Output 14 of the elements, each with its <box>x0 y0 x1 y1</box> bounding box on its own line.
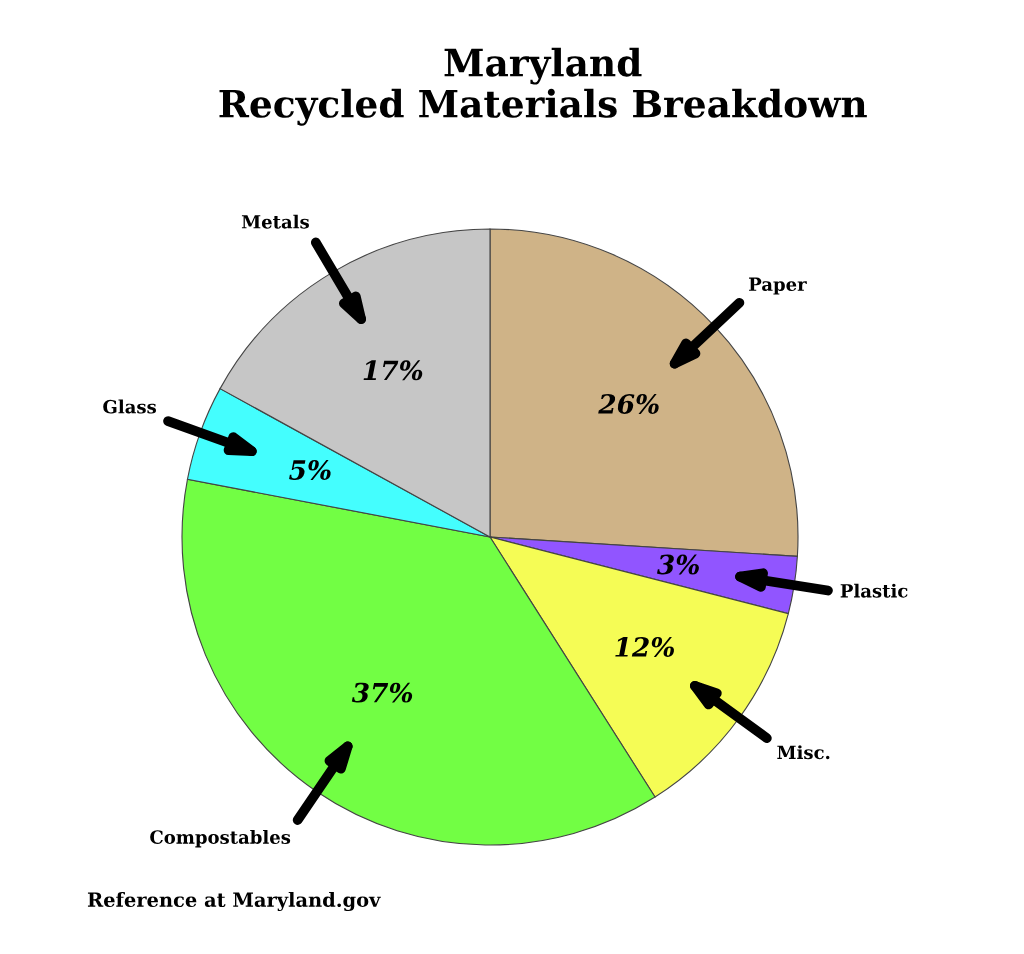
chart-title: Maryland Recycled Materials Breakdown <box>219 47 867 126</box>
text: Reference at Maryland.gov <box>87 891 381 912</box>
data-label: 3% <box>656 554 699 575</box>
data-label: 37% <box>351 682 413 703</box>
slice-label: Plastic <box>840 583 908 598</box>
slice-label: Metals <box>241 214 309 229</box>
slice-label: Paper <box>749 277 807 295</box>
slice-label: Misc. <box>777 745 830 760</box>
data-label: 26% <box>598 393 659 414</box>
data-label: 17% <box>363 360 423 381</box>
slice-label: Glass <box>103 399 156 414</box>
data-label: 5% <box>289 460 331 480</box>
slice-label: Compostables <box>150 829 291 848</box>
data-label: 12% <box>615 636 674 657</box>
